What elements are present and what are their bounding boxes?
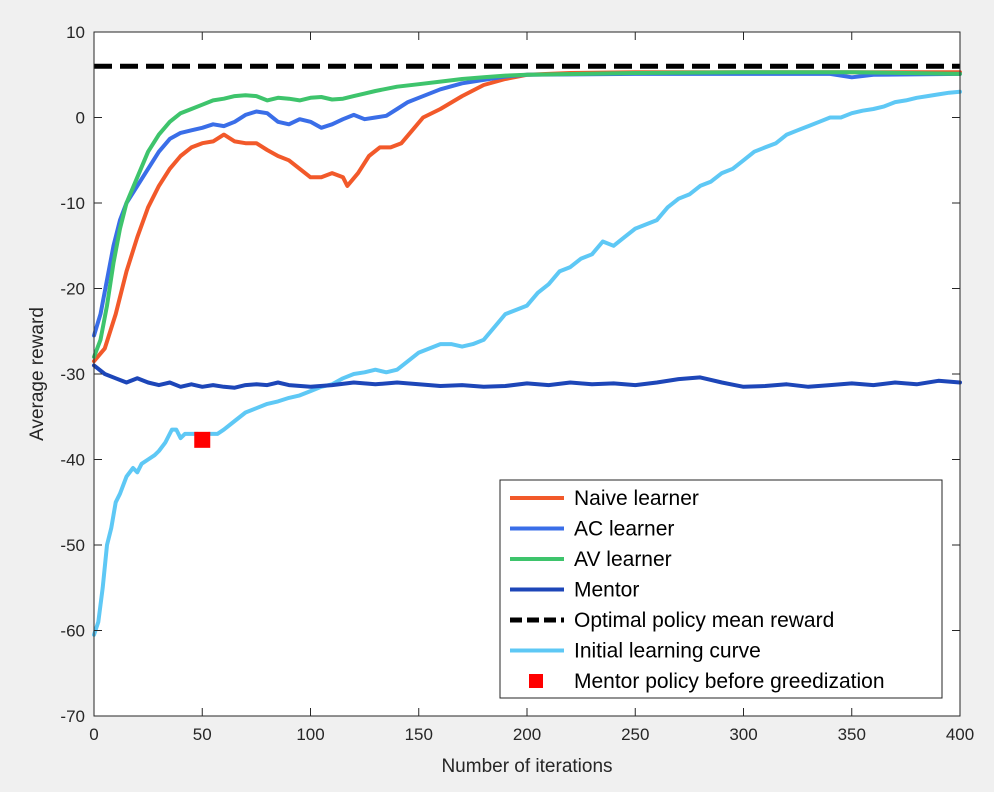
y-tick-label: -50 xyxy=(60,536,85,555)
y-tick-label: 10 xyxy=(66,23,85,42)
x-tick-label: 350 xyxy=(838,725,866,744)
x-tick-label: 200 xyxy=(513,725,541,744)
x-tick-label: 150 xyxy=(405,725,433,744)
legend-label-mentor-policy-before-greedization: Mentor policy before greedization xyxy=(574,670,885,693)
legend-label-optimal-policy-mean-reward: Optimal policy mean reward xyxy=(574,609,834,632)
legend-label-naive-learner: Naive learner xyxy=(574,487,699,510)
series-line-mentor xyxy=(92,363,962,390)
legend-label-initial-learning-curve: Initial learning curve xyxy=(574,640,761,663)
series-line-initial-learning-curve xyxy=(92,89,962,637)
legend-marker-mentor-policy-before-greedization xyxy=(529,674,543,688)
series-layer xyxy=(92,63,962,637)
x-tick-label: 0 xyxy=(89,725,98,744)
legend-label-ac-learner: AC learner xyxy=(574,518,674,541)
y-tick-label: -40 xyxy=(60,451,85,470)
legend: Naive learner AC learner AV learner Mentor O… xyxy=(499,479,943,699)
x-tick-label: 50 xyxy=(193,725,212,744)
series-line-av-learner xyxy=(92,70,962,359)
y-tick-label: 0 xyxy=(76,109,85,128)
x-tick-label: 100 xyxy=(296,725,324,744)
y-tick-label: -60 xyxy=(60,622,85,641)
y-tick-label: -70 xyxy=(60,707,85,726)
x-tick-label: 400 xyxy=(946,725,974,744)
legend-box xyxy=(499,479,943,699)
y-tick-label: -20 xyxy=(60,280,85,299)
y-tick-label: -30 xyxy=(60,365,85,384)
legend-label-av-learner: AV learner xyxy=(574,548,672,571)
x-axis-label: Number of iterations xyxy=(441,756,612,777)
legend-label-mentor: Mentor xyxy=(574,579,639,602)
y-tick-label: -10 xyxy=(60,194,85,213)
marker-mentor-policy-before-greedization xyxy=(194,431,211,448)
y-axis-label: Average reward xyxy=(27,307,48,441)
axes-layer: 0 50 100 150 200 250 300 350 400100-10-20-30-40-… xyxy=(60,23,974,744)
x-tick-label: 250 xyxy=(621,725,649,744)
x-tick-label: 300 xyxy=(729,725,757,744)
series-line-naive-learner xyxy=(92,70,962,364)
